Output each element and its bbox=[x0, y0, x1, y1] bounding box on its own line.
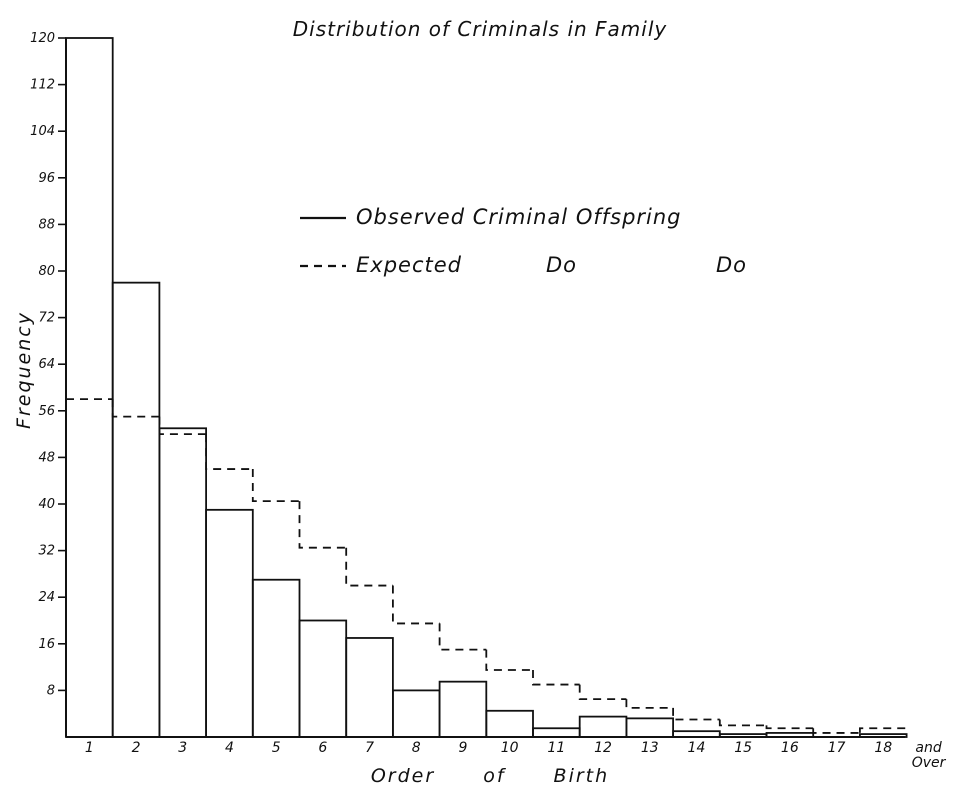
observed-bar bbox=[578, 715, 628, 738]
x-tick-label: 12 bbox=[594, 740, 612, 756]
y-tick-label: 64 bbox=[38, 357, 55, 372]
legend: Observed Criminal Offspring Expected Do … bbox=[300, 205, 747, 277]
observed-bar bbox=[532, 727, 581, 738]
expected-bar bbox=[578, 684, 627, 701]
y-tick-label: 56 bbox=[38, 404, 55, 419]
x-tick-label: 2 bbox=[132, 740, 141, 756]
x-tick-last-note: and Over bbox=[912, 740, 947, 771]
legend-ditto-mark-1: Do bbox=[546, 253, 577, 277]
x-tick-label: 15 bbox=[734, 740, 752, 756]
x-tick-label: 17 bbox=[828, 740, 846, 756]
y-tick-label: 16 bbox=[38, 637, 55, 652]
expected-bar bbox=[205, 434, 253, 470]
observed-bar bbox=[438, 680, 488, 738]
legend-observed-label: Observed Criminal Offspring bbox=[356, 205, 682, 229]
x-tick-label: 7 bbox=[365, 740, 374, 756]
observed-bar bbox=[298, 619, 348, 738]
chart-title: Distribution of Criminals in Family bbox=[293, 17, 668, 41]
x-tick-label: 10 bbox=[501, 740, 519, 756]
y-tick-label: 48 bbox=[38, 450, 55, 465]
x-tick-label: 16 bbox=[781, 740, 799, 756]
y-tick-label: 24 bbox=[38, 590, 55, 605]
y-axis-ticks: 8 16 24 32 40 48 56 64 72 80 88 96 104 112 120 bbox=[30, 31, 66, 698]
observed-bar bbox=[111, 281, 161, 738]
y-tick-label: 88 bbox=[38, 217, 55, 232]
x-tick-label: 4 bbox=[225, 740, 234, 756]
y-tick-label: 104 bbox=[30, 124, 55, 139]
x-tick-label: 14 bbox=[688, 740, 706, 756]
x-tick-label: 18 bbox=[874, 740, 892, 756]
expected-bar bbox=[672, 707, 720, 721]
x-tick-label: 11 bbox=[547, 740, 565, 756]
expected-bar bbox=[392, 585, 440, 625]
x-tick-label: 8 bbox=[412, 740, 421, 756]
y-tick-label: 96 bbox=[38, 171, 55, 186]
observed-bar bbox=[65, 37, 114, 738]
x-tick-label: 3 bbox=[178, 740, 187, 756]
observed-bar bbox=[158, 427, 207, 738]
x-tick-label: 6 bbox=[318, 740, 327, 756]
observed-bar bbox=[391, 689, 441, 738]
y-tick-label: 112 bbox=[30, 78, 55, 93]
expected-bar bbox=[532, 670, 580, 686]
expected-bar bbox=[765, 725, 814, 730]
x-tick-label: 13 bbox=[641, 740, 659, 756]
y-tick-label: 8 bbox=[47, 683, 55, 698]
observed-bar bbox=[251, 578, 301, 738]
expected-bar bbox=[625, 699, 674, 709]
x-axis-label: Order of Birth bbox=[371, 765, 609, 787]
expected-bar bbox=[251, 469, 300, 502]
observed-bars bbox=[65, 37, 908, 738]
x-axis-ticks: 1 2 3 4 5 6 7 8 9 10 11 12 13 14 15 16 17 18 and Over bbox=[85, 740, 947, 771]
expected-bar bbox=[345, 547, 393, 587]
y-tick-label: 80 bbox=[38, 264, 55, 279]
x-tick-label: 5 bbox=[272, 740, 281, 756]
observed-bar bbox=[485, 709, 534, 738]
expected-bar bbox=[298, 501, 347, 549]
expected-bars bbox=[66, 398, 907, 734]
observed-bar bbox=[625, 717, 675, 738]
legend-expected-label: Expected bbox=[356, 253, 462, 277]
legend-ditto-mark-2: Do bbox=[716, 253, 747, 277]
observed-bar bbox=[205, 508, 254, 738]
y-tick-label: 120 bbox=[30, 31, 55, 46]
expected-bar bbox=[859, 727, 907, 733]
x-tick-label: 1 bbox=[85, 740, 94, 756]
expected-bar bbox=[812, 728, 860, 734]
y-axis-label: Frequency bbox=[13, 311, 35, 429]
expected-bar bbox=[111, 399, 160, 418]
observed-bar bbox=[345, 637, 394, 738]
expected-bar bbox=[718, 719, 767, 727]
y-tick-label: 32 bbox=[38, 544, 55, 559]
expected-bar bbox=[158, 416, 207, 435]
expected-bar bbox=[485, 649, 533, 671]
expected-bar bbox=[438, 623, 487, 651]
y-tick-label: 40 bbox=[38, 497, 55, 512]
x-tick-label: 9 bbox=[458, 740, 467, 756]
y-tick-label: 72 bbox=[38, 311, 55, 326]
